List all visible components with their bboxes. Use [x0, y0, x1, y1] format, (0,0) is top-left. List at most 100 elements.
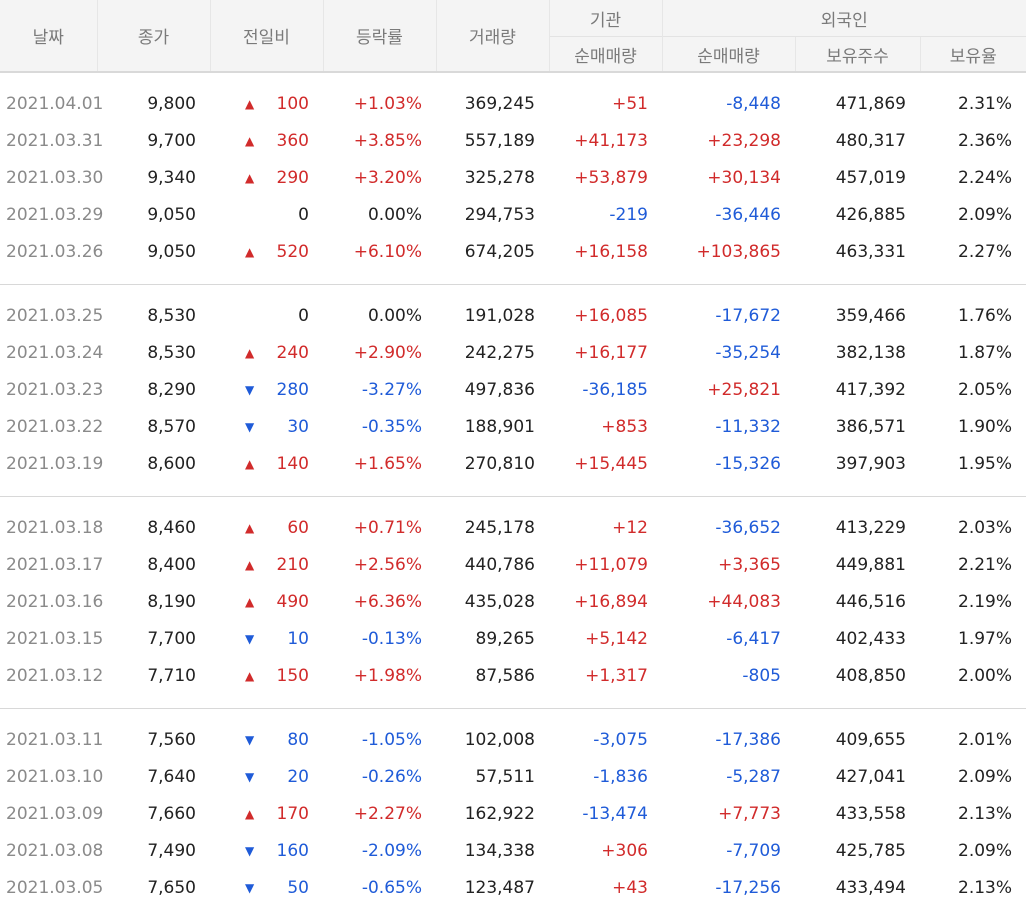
triangle-up-icon: ▲: [245, 557, 255, 572]
change-value: 10: [287, 628, 309, 649]
date-cell: 2021.03.08: [6, 840, 104, 861]
holdings-cell: 433,558: [835, 803, 906, 824]
foreign-net-cell: -35,254: [715, 342, 781, 363]
change-value: 240: [276, 342, 309, 363]
triangle-up-icon: ▲: [245, 170, 255, 185]
foreign-net-cell: -7,709: [726, 840, 781, 861]
close-cell: 7,560: [147, 729, 196, 750]
table-row: 2021.03.19 8,600 ▲ 140 +1.65% 270,810 +15,445 -…: [0, 445, 1026, 482]
table-header: 날짜 종가 전일비 등락률 거래량 기관 외국인 순매매량 순매매량 보유주수 …: [0, 0, 1026, 72]
change-value: 150: [276, 665, 309, 686]
rate-cell: +3.85%: [353, 130, 422, 151]
inst-net-cell: +16,177: [574, 342, 648, 363]
volume-cell: 270,810: [464, 453, 535, 474]
close-cell: 7,650: [147, 877, 196, 898]
close-cell: 7,700: [147, 628, 196, 649]
change-cell: ▼ 80: [210, 721, 323, 758]
foreign-net-cell: -17,672: [715, 305, 781, 326]
foreign-net-cell: -15,326: [715, 453, 781, 474]
change-value: 30: [287, 416, 309, 437]
date-cell: 2021.03.29: [6, 204, 104, 225]
table-row: 2021.03.08 7,490 ▼ 160 -2.09% 134,338 +306 -7,7…: [0, 832, 1026, 869]
date-cell: 2021.03.17: [6, 554, 104, 575]
change-value: 20: [287, 766, 309, 787]
holdings-cell: 397,903: [835, 453, 906, 474]
holdings-cell: 382,138: [835, 342, 906, 363]
date-cell: 2021.03.12: [6, 665, 104, 686]
ratio-cell: 2.13%: [958, 877, 1013, 898]
date-cell: 2021.03.25: [6, 305, 104, 326]
holdings-cell: 426,885: [835, 204, 906, 225]
spacer-row: [0, 270, 1026, 285]
holdings-cell: 417,392: [835, 379, 906, 400]
holdings-cell: 480,317: [835, 130, 906, 151]
table-row: 2021.03.25 8,530 0 0.00% 191,028 +16,085 -17,6…: [0, 297, 1026, 334]
header-ratio: 보유율: [919, 36, 1026, 72]
spacer-cell: [0, 72, 1026, 85]
inst-net-cell: +16,894: [574, 591, 648, 612]
holdings-cell: 427,041: [835, 766, 906, 787]
table-row: 2021.03.26 9,050 ▲ 520 +6.10% 674,205 +16,158 +…: [0, 233, 1026, 270]
inst-net-cell: +5,142: [585, 628, 648, 649]
date-cell: 2021.03.26: [6, 241, 104, 262]
header-volume: 거래량: [435, 0, 549, 72]
close-cell: 8,600: [147, 453, 196, 474]
triangle-up-icon: ▲: [245, 594, 255, 609]
date-cell: 2021.03.09: [6, 803, 104, 824]
triangle-up-icon: ▲: [245, 668, 255, 683]
change-cell: ▲ 150: [210, 657, 323, 694]
header-holdings: 보유주수: [794, 36, 920, 72]
triangle-down-icon: ▼: [245, 382, 255, 397]
foreign-net-cell: -36,652: [715, 517, 781, 538]
rate-cell: +1.03%: [353, 93, 422, 114]
header-rate: 등락률: [322, 0, 436, 72]
foreign-net-cell: +25,821: [707, 379, 781, 400]
change-cell: ▲ 290: [210, 159, 323, 196]
ratio-cell: 1.90%: [958, 416, 1013, 437]
ratio-cell: 1.87%: [958, 342, 1013, 363]
holdings-cell: 402,433: [835, 628, 906, 649]
close-cell: 8,290: [147, 379, 196, 400]
ratio-cell: 1.95%: [958, 453, 1013, 474]
ratio-cell: 2.05%: [958, 379, 1013, 400]
inst-net-cell: +12: [612, 517, 648, 538]
triangle-down-icon: ▼: [245, 880, 255, 895]
table-row: 2021.03.05 7,650 ▼ 50 -0.65% 123,487 +43 -17,25…: [0, 869, 1026, 906]
header-change: 전일비: [209, 0, 323, 72]
ratio-cell: 2.21%: [958, 554, 1013, 575]
change-value: 490: [276, 591, 309, 612]
table-row: 2021.03.22 8,570 ▼ 30 -0.35% 188,901 +853 -11,3…: [0, 408, 1026, 445]
change-value: 360: [276, 130, 309, 151]
table-row: 2021.03.16 8,190 ▲ 490 +6.36% 435,028 +16,894 +…: [0, 583, 1026, 620]
inst-net-cell: +11,079: [574, 554, 648, 575]
change-value: 170: [276, 803, 309, 824]
change-cell: ▲ 60: [210, 509, 323, 546]
holdings-cell: 463,331: [835, 241, 906, 262]
change-cell: ▲ 240: [210, 334, 323, 371]
change-cell: 0: [210, 196, 323, 233]
change-cell: ▲ 140: [210, 445, 323, 482]
triangle-down-icon: ▼: [245, 769, 255, 784]
change-cell: ▼ 20: [210, 758, 323, 795]
date-cell: 2021.03.30: [6, 167, 104, 188]
volume-cell: 134,338: [464, 840, 535, 861]
ratio-cell: 2.09%: [958, 840, 1013, 861]
spacer-cell: [0, 497, 1026, 509]
volume-cell: 325,278: [464, 167, 535, 188]
change-value: 80: [287, 729, 309, 750]
spacer-row: [0, 285, 1026, 297]
rate-cell: +3.20%: [353, 167, 422, 188]
inst-net-cell: -36,185: [582, 379, 648, 400]
spacer-row: [0, 497, 1026, 509]
foreign-net-cell: +44,083: [707, 591, 781, 612]
spacer-cell: [0, 709, 1026, 721]
ratio-cell: 2.31%: [958, 93, 1013, 114]
foreign-net-cell: -8,448: [726, 93, 781, 114]
holdings-cell: 408,850: [835, 665, 906, 686]
spacer-row: [0, 72, 1026, 85]
volume-cell: 435,028: [464, 591, 535, 612]
change-cell: ▼ 160: [210, 832, 323, 869]
close-cell: 7,710: [147, 665, 196, 686]
change-cell: ▼ 30: [210, 408, 323, 445]
rate-cell: -0.35%: [361, 416, 422, 437]
